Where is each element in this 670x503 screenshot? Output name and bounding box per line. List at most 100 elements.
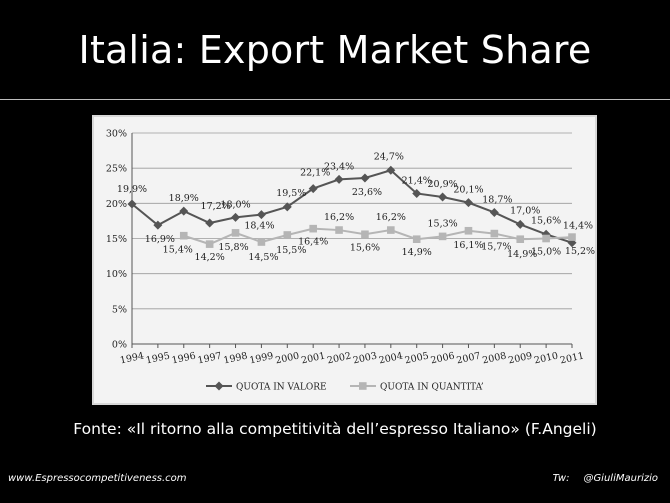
data-label-valore: 17,2% bbox=[201, 201, 231, 212]
y-tick-label: 30% bbox=[106, 129, 127, 140]
data-label-quantita: 14,5% bbox=[248, 252, 278, 263]
data-label-quantita: 14,2% bbox=[195, 252, 225, 263]
legend-label-quantita: QUOTA IN QUANTITA’ bbox=[380, 383, 484, 393]
data-label-quantita: 16,2% bbox=[376, 212, 406, 223]
x-tick-label: 2011 bbox=[559, 351, 585, 367]
x-tick-label: 2001 bbox=[300, 351, 326, 367]
data-point-quantita bbox=[283, 231, 292, 239]
legend-marker-quantita bbox=[359, 382, 367, 390]
data-label-valore: 24,7% bbox=[374, 151, 404, 162]
x-tick-label: 2007 bbox=[456, 351, 482, 367]
y-tick-label: 15% bbox=[106, 234, 127, 245]
x-tick-label: 2008 bbox=[481, 351, 507, 367]
data-point-quantita bbox=[387, 226, 395, 234]
data-point-valore bbox=[231, 212, 241, 222]
data-point-valore bbox=[179, 206, 189, 216]
x-tick-label: 1994 bbox=[119, 351, 145, 367]
legend-label-valore: QUOTA IN VALORE bbox=[236, 383, 327, 393]
data-point-valore bbox=[334, 174, 344, 184]
data-point-quantita bbox=[179, 231, 188, 240]
y-tick-label: 5% bbox=[112, 304, 127, 315]
legend-marker-valore bbox=[214, 381, 224, 391]
data-label-quantita: 15,0% bbox=[531, 247, 561, 258]
data-point-quantita bbox=[568, 233, 576, 241]
y-tick-label: 25% bbox=[106, 164, 127, 175]
x-tick-label: 2002 bbox=[326, 351, 352, 367]
data-point-valore bbox=[489, 207, 499, 217]
x-tick-label: 2005 bbox=[404, 351, 430, 367]
x-tick-label: 1999 bbox=[249, 351, 275, 367]
data-label-quantita: 15,4% bbox=[163, 245, 193, 256]
data-point-valore bbox=[127, 199, 137, 209]
y-tick-label: 20% bbox=[106, 199, 127, 210]
chart-frame: 0% 5% 10% 15% 20% 25% 30% 1994 1995 1996 1997 1998 1… bbox=[92, 115, 597, 405]
data-point-valore bbox=[386, 165, 396, 175]
x-tick-label: 1995 bbox=[145, 351, 171, 367]
data-point-valore bbox=[463, 198, 473, 208]
data-point-quantita bbox=[464, 226, 473, 235]
y-tick-label: 10% bbox=[106, 269, 127, 280]
x-tick-label: 1998 bbox=[223, 351, 249, 367]
line-chart: 0%5%10%15%20%25%30%1994 1995 1996 1997 1998 1… bbox=[106, 129, 595, 393]
data-label-quantita: 15,2% bbox=[565, 246, 595, 257]
data-label-valore: 16,9% bbox=[145, 234, 175, 245]
data-label-valore: 23,6% bbox=[352, 187, 382, 198]
data-label-valore: 20,1% bbox=[453, 185, 483, 196]
x-tick-label: 1996 bbox=[171, 351, 197, 367]
data-label-quantita: 15,5% bbox=[276, 245, 306, 256]
footer-twitter-label: Tw: bbox=[552, 473, 570, 484]
data-label-valore: 15,6% bbox=[531, 215, 561, 226]
data-point-valore bbox=[308, 184, 318, 194]
series-line-quantita bbox=[183, 227, 573, 246]
data-label-quantita: 16,2% bbox=[324, 212, 354, 223]
data-label-quantita: 16,4% bbox=[298, 237, 328, 248]
footer-website: www.Espressocompetitiveness.com bbox=[8, 473, 187, 484]
title-divider bbox=[0, 99, 670, 100]
data-point-quantita bbox=[490, 229, 499, 238]
x-tick-label: 2009 bbox=[507, 351, 533, 367]
x-tick-label: 2006 bbox=[430, 351, 456, 367]
data-label-valore: 14,4% bbox=[563, 221, 593, 232]
x-tick-label: 2003 bbox=[352, 351, 378, 367]
data-label-valore: 18,7% bbox=[482, 194, 512, 205]
data-point-valore bbox=[205, 218, 215, 228]
data-point-quantita bbox=[231, 229, 240, 237]
data-label-valore: 18,0% bbox=[220, 199, 250, 210]
data-point-quantita bbox=[309, 224, 317, 233]
data-point-quantita bbox=[516, 235, 525, 244]
data-point-valore bbox=[438, 192, 448, 202]
data-point-quantita bbox=[257, 238, 266, 246]
data-point-valore bbox=[515, 219, 525, 229]
data-label-valore: 18,9% bbox=[169, 193, 199, 204]
data-label-valore: 19,5% bbox=[276, 188, 306, 199]
data-point-quantita bbox=[205, 240, 214, 248]
series-line-valore bbox=[131, 169, 573, 244]
data-label-quantita: 14,9% bbox=[507, 249, 537, 260]
data-label-valore: 21,4% bbox=[402, 175, 432, 186]
data-label-quantita: 15,8% bbox=[218, 242, 248, 253]
slide-title: Italia: Export Market Share bbox=[78, 28, 592, 72]
data-label-valore: 17,0% bbox=[510, 205, 540, 216]
data-point-valore bbox=[256, 210, 266, 220]
footer-twitter-handle: @GiuliMaurizio bbox=[583, 473, 658, 484]
data-point-quantita bbox=[412, 235, 421, 244]
data-label-valore: 20,9% bbox=[427, 179, 457, 190]
data-label-valore: 18,4% bbox=[244, 221, 274, 232]
data-point-valore bbox=[360, 173, 370, 183]
data-label-quantita: 14,9% bbox=[402, 247, 432, 258]
data-label-quantita: 15,6% bbox=[350, 242, 380, 253]
footer-twitter: Tw: @GiuliMaurizio bbox=[539, 473, 658, 484]
source-caption: Fonte: «Il ritorno alla competitività de… bbox=[73, 420, 597, 438]
data-point-valore bbox=[282, 202, 292, 212]
data-label-valore: 23,4% bbox=[324, 161, 354, 172]
data-label-quantita: 15,7% bbox=[481, 242, 511, 253]
x-tick-label: 2000 bbox=[274, 351, 300, 367]
data-point-quantita bbox=[335, 226, 343, 234]
x-tick-label: 2004 bbox=[378, 351, 404, 367]
data-point-quantita bbox=[361, 230, 369, 239]
data-label-quantita: 15,3% bbox=[427, 218, 457, 229]
data-label-valore: 22,1% bbox=[300, 168, 330, 179]
x-tick-label: 2010 bbox=[533, 351, 559, 367]
data-label-quantita: 16,1% bbox=[453, 240, 483, 251]
data-point-valore bbox=[412, 188, 422, 198]
